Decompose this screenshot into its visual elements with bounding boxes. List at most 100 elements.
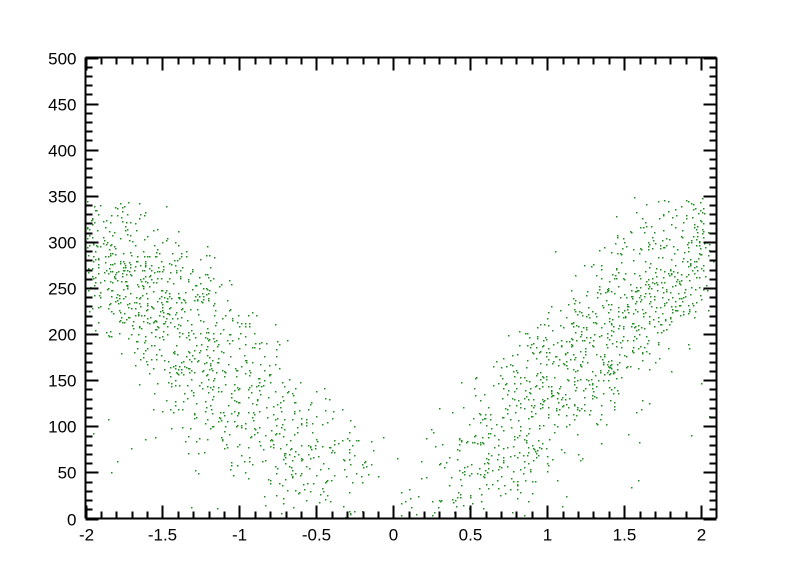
data-point [542,404,544,406]
data-point [584,340,586,342]
data-point [175,265,177,267]
data-point [543,401,545,403]
data-point [291,448,293,450]
data-point [236,426,238,428]
data-point [640,278,642,280]
data-point [208,277,210,279]
data-point [543,425,545,427]
data-point [128,307,130,309]
data-point [460,497,462,499]
data-point [316,439,318,441]
data-point [197,300,199,302]
data-point [593,346,595,348]
data-point [104,272,106,274]
data-point [472,442,474,444]
data-point [623,336,625,338]
data-point [234,390,236,392]
data-point [600,293,602,295]
data-point [679,281,681,283]
data-point [517,457,519,459]
data-point [252,403,254,405]
data-point [194,300,196,302]
data-point [632,351,634,353]
data-point [573,322,575,324]
data-point [617,369,619,371]
data-point [241,366,243,368]
data-point [481,501,483,503]
data-point [105,227,107,229]
data-point [691,287,693,289]
data-point [196,403,198,405]
data-point [601,443,603,445]
data-point [239,348,241,350]
data-point [275,391,277,393]
data-point [631,296,633,298]
data-point [233,475,235,477]
data-point [600,370,602,372]
data-point [618,393,620,395]
data-point [139,384,141,386]
data-point [586,327,588,329]
data-point [633,249,635,251]
data-point [206,407,208,409]
data-point [636,338,638,340]
data-point [705,276,707,278]
data-point [117,215,119,217]
data-point [281,513,283,515]
data-point [640,295,642,297]
data-point [138,286,140,288]
data-point [209,369,211,371]
data-point [89,311,91,313]
data-point [539,425,541,427]
data-point [596,275,598,277]
data-point [701,221,703,223]
data-point [349,492,351,494]
data-point [183,361,185,363]
data-point [263,385,265,387]
data-point [186,367,188,369]
data-point [228,364,230,366]
data-point [137,341,139,343]
data-point [221,351,223,353]
data-point [670,270,672,272]
data-point [266,407,268,409]
data-point [630,284,632,286]
data-point [573,354,575,356]
data-point [311,402,313,404]
data-point [675,285,677,287]
data-point [675,310,677,312]
data-point [199,438,201,440]
data-point [518,400,520,402]
data-point [323,463,325,465]
data-point [269,365,271,367]
data-point [688,305,690,307]
data-point [284,419,286,421]
data-point [229,334,231,336]
data-point [231,284,233,286]
data-point [289,379,291,381]
data-point [185,441,187,443]
data-point [178,231,180,233]
data-point [574,404,576,406]
data-point [294,413,296,415]
data-point [179,258,181,260]
data-point [654,326,656,328]
data-point [649,316,651,318]
data-point [125,265,127,267]
data-point [546,339,548,341]
data-point [256,386,258,388]
data-point [527,345,529,347]
data-point [111,472,113,474]
data-point [596,316,598,318]
data-point [609,318,611,320]
data-point [151,279,153,281]
data-point [474,436,476,438]
data-point [290,440,292,442]
data-point [110,271,112,273]
data-point [592,395,594,397]
data-point [222,439,224,441]
data-point [642,400,644,402]
data-point [660,269,662,271]
data-point [253,420,255,422]
data-point [689,311,691,313]
